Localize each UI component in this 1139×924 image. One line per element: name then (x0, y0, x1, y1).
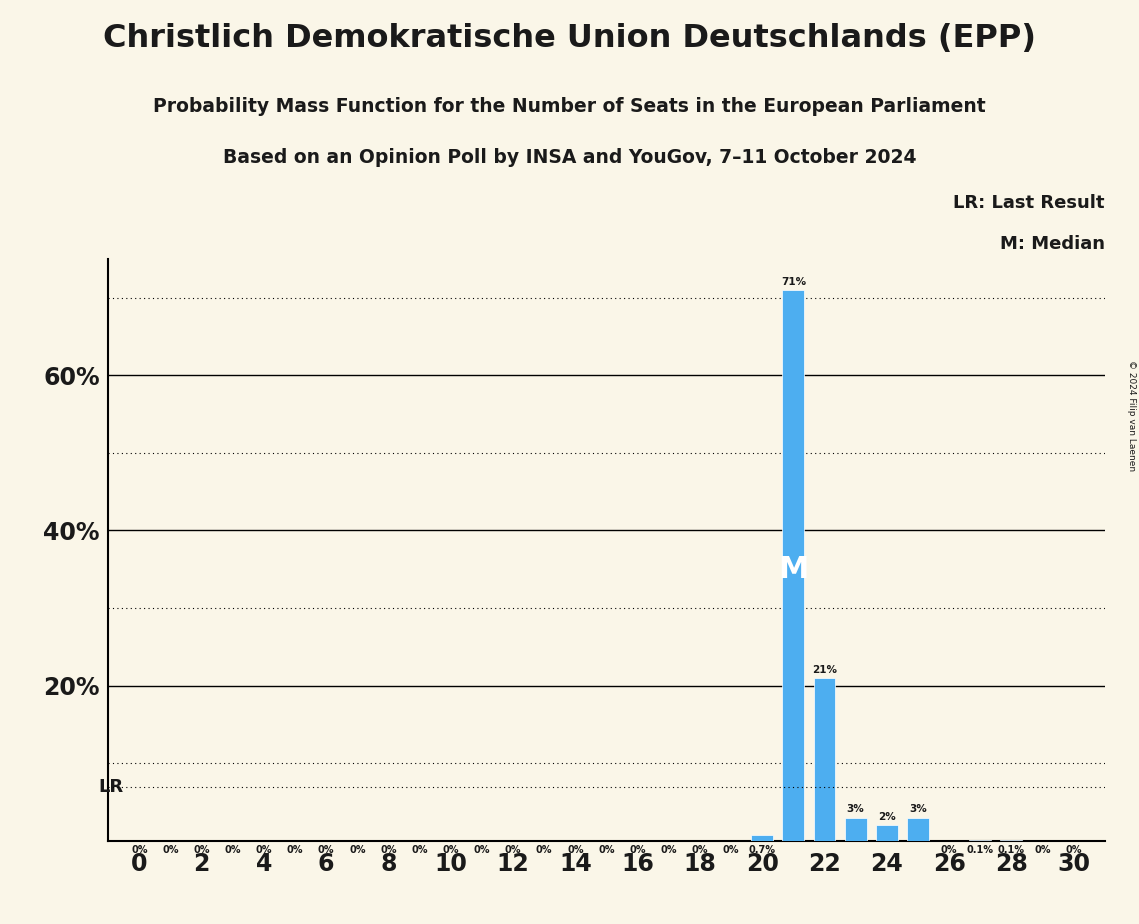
Text: © 2024 Filip van Laenen: © 2024 Filip van Laenen (1126, 360, 1136, 471)
Text: 0%: 0% (443, 845, 459, 855)
Text: 0%: 0% (536, 845, 552, 855)
Text: 0.7%: 0.7% (748, 845, 776, 855)
Text: LR: LR (99, 777, 124, 796)
Text: 0%: 0% (567, 845, 583, 855)
Text: 0%: 0% (318, 845, 335, 855)
Text: Probability Mass Function for the Number of Seats in the European Parliament: Probability Mass Function for the Number… (153, 97, 986, 116)
Text: 0.1%: 0.1% (998, 845, 1025, 855)
Text: 3%: 3% (846, 805, 865, 814)
Text: 0.1%: 0.1% (967, 845, 993, 855)
Text: M: Median: M: Median (1000, 235, 1105, 253)
Text: 0%: 0% (1065, 845, 1082, 855)
Text: 0%: 0% (411, 845, 428, 855)
Text: 0%: 0% (723, 845, 739, 855)
Text: 0%: 0% (162, 845, 179, 855)
Text: 0%: 0% (194, 845, 210, 855)
Text: 71%: 71% (781, 276, 806, 286)
Text: 0%: 0% (287, 845, 303, 855)
Text: M: M (778, 554, 809, 584)
Text: 0%: 0% (255, 845, 272, 855)
Text: 0%: 0% (505, 845, 522, 855)
Text: 3%: 3% (909, 805, 927, 814)
Bar (782, 290, 804, 841)
Bar (876, 825, 898, 841)
Bar (752, 835, 773, 841)
Text: 0%: 0% (630, 845, 646, 855)
Text: 0%: 0% (131, 845, 148, 855)
Text: 0%: 0% (598, 845, 615, 855)
Text: LR: Last Result: LR: Last Result (953, 194, 1105, 213)
Text: 21%: 21% (812, 664, 837, 675)
Bar (813, 678, 835, 841)
Text: 0%: 0% (941, 845, 958, 855)
Text: 2%: 2% (878, 812, 895, 822)
Text: 0%: 0% (1034, 845, 1051, 855)
Text: 0%: 0% (380, 845, 396, 855)
Bar (907, 818, 929, 841)
Text: 0%: 0% (224, 845, 241, 855)
Text: Christlich Demokratische Union Deutschlands (EPP): Christlich Demokratische Union Deutschla… (103, 23, 1036, 55)
Text: 0%: 0% (350, 845, 366, 855)
Text: 0%: 0% (691, 845, 708, 855)
Text: 0%: 0% (661, 845, 677, 855)
Text: 0%: 0% (474, 845, 490, 855)
Bar (845, 818, 867, 841)
Text: Based on an Opinion Poll by INSA and YouGov, 7–11 October 2024: Based on an Opinion Poll by INSA and You… (223, 148, 916, 167)
